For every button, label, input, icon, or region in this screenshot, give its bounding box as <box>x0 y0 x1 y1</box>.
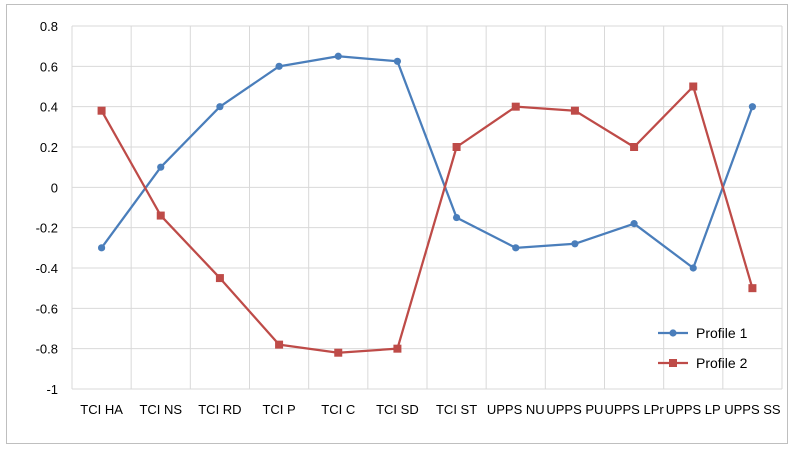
y-tick-label: -0.4 <box>36 261 58 276</box>
data-point <box>275 62 283 70</box>
y-tick-label: 0.4 <box>40 100 58 115</box>
x-tick-label: TCI ST <box>436 402 477 417</box>
data-point <box>512 244 520 252</box>
data-point <box>393 344 402 353</box>
data-point <box>393 57 402 65</box>
x-tick-label: TCI HA <box>80 402 123 417</box>
data-point <box>452 213 461 222</box>
x-tick-label: TCI SD <box>376 402 419 417</box>
data-point <box>630 220 638 228</box>
data-point <box>748 284 757 293</box>
series-line-profile-1 <box>100 55 754 270</box>
x-tick-label: UPPS LPr <box>604 402 664 417</box>
data-point <box>216 103 224 111</box>
y-tick-label: -0.6 <box>36 301 58 316</box>
data-point <box>157 163 165 171</box>
x-tick-label: UPPS LP <box>666 402 721 417</box>
data-point <box>689 82 698 91</box>
axis-layer: 0.8 0.6 0.4 0.2 0 -0.2 -0.4 -0.6 -0.8 -1 TCI HA TCI… <box>36 19 781 417</box>
y-tick-label: 0.8 <box>40 19 58 34</box>
y-tick-label: -0.8 <box>36 342 58 357</box>
data-point <box>97 106 106 115</box>
data-point <box>156 211 165 220</box>
legend-label-profile-2: Profile 2 <box>696 355 748 371</box>
legend-label-profile-1: Profile 1 <box>696 325 748 341</box>
y-tick-label: -0.2 <box>36 221 58 236</box>
chart-frame <box>6 4 788 444</box>
x-tick-label: TCI NS <box>139 402 182 417</box>
y-tick-label: 0.6 <box>40 59 58 74</box>
data-point <box>334 52 342 60</box>
y-tick-label: 0.2 <box>40 140 58 155</box>
data-point <box>689 264 697 272</box>
data-point <box>97 244 106 252</box>
data-point <box>570 106 579 115</box>
x-tick-label: TCI C <box>321 402 355 417</box>
data-point <box>452 143 461 151</box>
y-tick-label: 0 <box>51 180 58 195</box>
legend-marker-profile-1 <box>669 329 677 337</box>
data-point <box>275 340 284 349</box>
data-point <box>511 102 520 111</box>
y-tick-label: -1 <box>46 382 58 397</box>
x-tick-label: UPPS NU <box>487 402 545 417</box>
data-point <box>748 103 757 111</box>
legend: Profile 1 Profile 2 <box>658 325 748 371</box>
x-tick-label: TCI RD <box>198 402 241 417</box>
x-tick-label: UPPS SS <box>724 402 781 417</box>
legend-marker-profile-2 <box>669 359 677 367</box>
series-line-profile-2 <box>100 85 754 354</box>
series-layer <box>97 52 757 357</box>
data-point <box>215 274 224 283</box>
x-tick-label: TCI P <box>262 402 295 417</box>
data-point <box>571 240 579 248</box>
data-point <box>630 143 639 151</box>
data-point <box>334 348 343 357</box>
x-tick-label: UPPS PU <box>546 402 603 417</box>
